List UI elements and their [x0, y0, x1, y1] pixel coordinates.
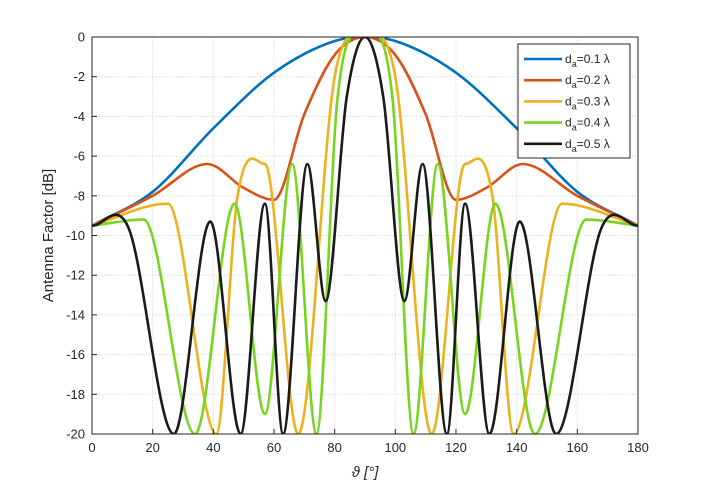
x-axis-label: ϑ [°]	[352, 464, 380, 481]
x-tick-label: 20	[145, 440, 159, 455]
legend-entry-main: d	[565, 73, 572, 87]
legend-entry: da=0.5 λ	[565, 137, 610, 154]
x-tick-label: 0	[88, 440, 95, 455]
y-tick-label: -10	[66, 228, 85, 243]
x-tick-label: 160	[566, 440, 588, 455]
series-line-d0-3	[92, 37, 638, 434]
y-tick-label: -20	[66, 427, 85, 442]
legend-entry: da=0.2 λ	[565, 73, 610, 90]
series-line-d0-2	[92, 37, 638, 227]
x-tick-label: 80	[327, 440, 341, 455]
legend-entry-main: d	[565, 137, 572, 151]
series-line-d0-4	[92, 37, 638, 434]
legend-entry-rest: =0.2 λ	[577, 73, 610, 87]
y-tick-label: -12	[66, 268, 85, 283]
y-tick-label: -8	[73, 188, 85, 203]
legend-entry-main: d	[565, 94, 572, 108]
x-tick-label: 40	[206, 440, 220, 455]
ticks: 0 20 40 60 80 100 120 140 160 180 0 -2 -4 -6 -8 -10 -12 -…	[66, 30, 649, 456]
legend-entry: da=0.1 λ	[565, 52, 610, 69]
legend-entry-sub: a	[572, 101, 577, 111]
legend-entry: da=0.4 λ	[565, 116, 610, 133]
y-tick-label: -16	[66, 347, 85, 362]
y-tick-label: -4	[73, 109, 85, 124]
y-axis-label: Antenna Factor [dB]	[40, 169, 57, 302]
x-tick-label: 140	[506, 440, 528, 455]
x-tick-label: 120	[445, 440, 467, 455]
y-tick-label: 0	[78, 30, 85, 45]
legend-entry-main: d	[565, 52, 572, 66]
legend: da=0.1 λda=0.2 λda=0.3 λda=0.4 λda=0.5 λ	[517, 43, 631, 159]
legend-entry-sub: a	[572, 144, 577, 154]
y-tick-label: -18	[66, 387, 85, 402]
y-tick-label: -2	[73, 69, 85, 84]
series-line-d0-5	[92, 37, 638, 434]
y-tick-label: -6	[73, 149, 85, 164]
y-tick-label: -14	[66, 307, 85, 322]
legend-entry-sub: a	[572, 80, 577, 90]
x-tick-label: 180	[627, 440, 649, 455]
legend-entry-main: d	[565, 116, 572, 130]
legend-entry-rest: =0.4 λ	[577, 116, 610, 130]
legend-entry-rest: =0.1 λ	[577, 52, 610, 66]
x-tick-label: 60	[267, 440, 281, 455]
legend-entry-sub: a	[572, 59, 577, 69]
legend-entry-rest: =0.5 λ	[577, 137, 610, 151]
x-tick-label: 100	[384, 440, 406, 455]
legend-entry-rest: =0.3 λ	[577, 94, 610, 108]
legend-entry: da=0.3 λ	[565, 94, 610, 111]
legend-entry-sub: a	[572, 123, 577, 133]
